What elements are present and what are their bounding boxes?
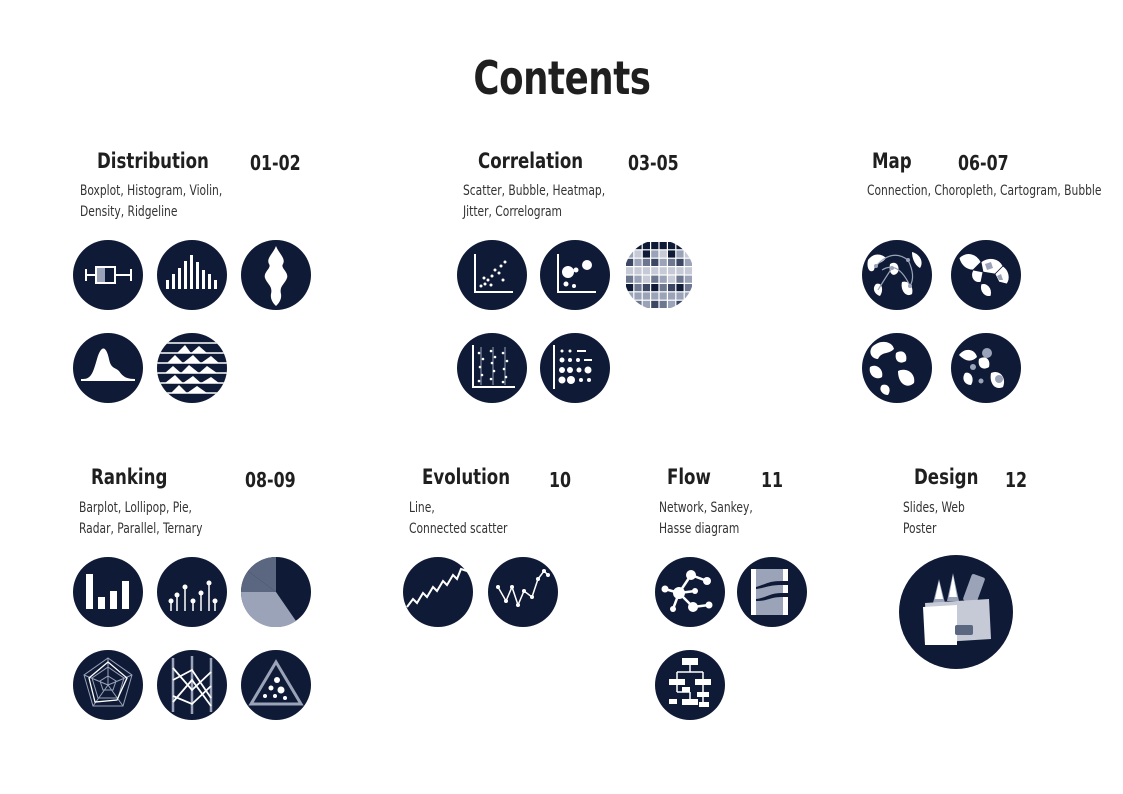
scatter-icon[interactable] xyxy=(457,240,527,310)
section-title-ranking: Ranking xyxy=(91,465,168,489)
design-tools-icon[interactable] xyxy=(899,555,1013,669)
section-title-correlation: Correlation xyxy=(478,149,584,173)
sankey-icon[interactable] xyxy=(737,557,807,627)
section-desc-correlation-line1: Scatter, Bubble, Heatmap, xyxy=(463,183,606,199)
lollipop-icon[interactable] xyxy=(157,557,227,627)
connected-scatter-icon[interactable] xyxy=(488,557,558,627)
pie-icon[interactable] xyxy=(241,557,311,627)
cartogram-map-icon[interactable] xyxy=(862,333,932,403)
boxplot-icon[interactable] xyxy=(73,240,143,310)
connection-map-icon[interactable] xyxy=(862,240,932,310)
density-icon[interactable] xyxy=(73,333,143,403)
ternary-icon[interactable] xyxy=(241,650,311,720)
hasse-diagram-icon[interactable] xyxy=(655,650,725,720)
section-desc-map-line1: Connection, Choropleth, Cartogram, Bubbl… xyxy=(867,183,1102,199)
section-desc-flow-line1: Network, Sankey, xyxy=(659,500,753,516)
section-range-distribution: 01-02 xyxy=(250,151,301,175)
section-title-design: Design xyxy=(914,465,979,489)
correlogram-icon[interactable] xyxy=(540,333,610,403)
section-title-map: Map xyxy=(872,149,912,173)
section-range-correlation: 03-05 xyxy=(628,151,679,175)
section-desc-evolution-line1: Line, xyxy=(409,500,435,516)
ridgeline-icon[interactable] xyxy=(157,333,227,403)
section-desc-design-line2: Poster xyxy=(903,521,937,537)
section-desc-ranking-line2: Radar, Parallel, Ternary xyxy=(79,521,203,537)
page-title: Contents xyxy=(473,51,651,105)
heatmap-icon[interactable] xyxy=(624,240,694,310)
parallel-icon[interactable] xyxy=(157,650,227,720)
bubble-map-icon[interactable] xyxy=(951,333,1021,403)
violin-icon[interactable] xyxy=(241,240,311,310)
section-title-flow: Flow xyxy=(667,465,711,489)
line-chart-icon[interactable] xyxy=(403,557,473,627)
section-title-distribution: Distribution xyxy=(97,149,209,173)
network-icon[interactable] xyxy=(655,557,725,627)
choropleth-map-icon[interactable] xyxy=(951,240,1021,310)
section-desc-ranking-line1: Barplot, Lollipop, Pie, xyxy=(79,500,192,516)
section-range-flow: 11 xyxy=(761,468,784,492)
section-range-ranking: 08-09 xyxy=(245,468,296,492)
section-range-design: 12 xyxy=(1005,468,1028,492)
section-desc-design-line1: Slides, Web xyxy=(903,500,965,516)
radar-icon[interactable] xyxy=(73,650,143,720)
section-range-map: 06-07 xyxy=(958,151,1009,175)
section-desc-evolution-line2: Connected scatter xyxy=(409,521,508,537)
section-desc-distribution-line2: Density, Ridgeline xyxy=(80,204,178,220)
bubble-icon[interactable] xyxy=(540,240,610,310)
section-desc-distribution-line1: Boxplot, Histogram, Violin, xyxy=(80,183,223,199)
histogram-icon[interactable] xyxy=(157,240,227,310)
section-title-evolution: Evolution xyxy=(422,465,511,489)
section-desc-flow-line2: Hasse diagram xyxy=(659,521,740,537)
jitter-icon[interactable] xyxy=(457,333,527,403)
barplot-icon[interactable] xyxy=(73,557,143,627)
section-range-evolution: 10 xyxy=(549,468,572,492)
section-desc-correlation-line2: Jitter, Correlogram xyxy=(463,204,562,220)
